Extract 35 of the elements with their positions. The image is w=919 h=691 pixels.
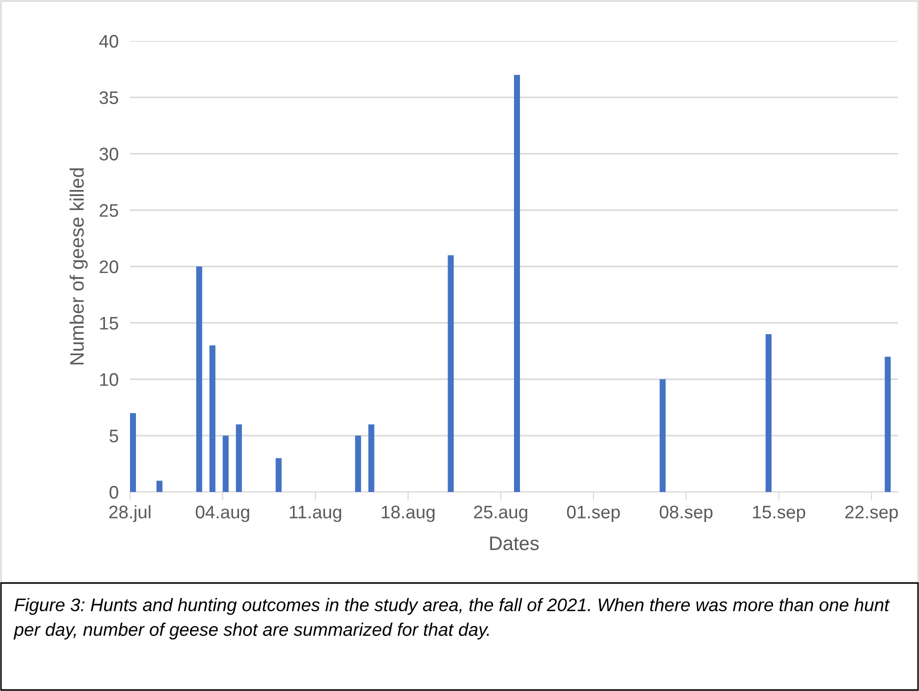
x-tick-label: 22.sep	[845, 506, 898, 522]
bar	[766, 334, 772, 492]
bar	[276, 458, 282, 492]
y-tick-label: 5	[110, 430, 118, 442]
y-tick-label: 35	[99, 91, 118, 104]
y-tick-label: 15	[100, 316, 118, 330]
bar	[514, 74, 520, 492]
x-tick-label: 15.sep	[753, 506, 806, 522]
caption: Figure 3: Hunts and hunting outcomes in the study area, the fall of 2021. When there was more than one hunt per day, number of geese shot are summarized for that day.	[14, 598, 890, 640]
x-tick-label: 08.sep	[660, 506, 712, 522]
bar	[236, 424, 242, 492]
bar	[222, 436, 229, 492]
y-tick-label: 10	[100, 373, 118, 386]
y-tick-label: 20	[100, 260, 118, 274]
x-tick-label: 28.jul	[109, 505, 150, 522]
bar	[660, 379, 666, 492]
bar	[355, 436, 362, 492]
bar	[884, 356, 891, 492]
x-axis-title: Dates	[490, 536, 539, 550]
y-tick-label: 40	[99, 34, 118, 48]
y-axis-title: Number of geese killed	[70, 168, 88, 364]
y-tick-label: 0	[110, 486, 118, 499]
y-tick-label: 25	[100, 204, 118, 217]
x-tick-label: 01.sep	[567, 506, 620, 522]
y-tick-label: 30	[99, 148, 118, 160]
x-tick-label: 18.aug	[382, 506, 435, 522]
bar	[130, 413, 136, 492]
x-tick-label: 11.aug	[290, 506, 342, 522]
bar	[368, 424, 374, 492]
bar	[209, 345, 216, 492]
bar	[156, 480, 162, 492]
bar	[448, 255, 454, 492]
bar	[196, 266, 202, 492]
x-tick-label: 04.aug	[196, 506, 250, 522]
x-tick-label: 25.aug	[474, 506, 528, 522]
